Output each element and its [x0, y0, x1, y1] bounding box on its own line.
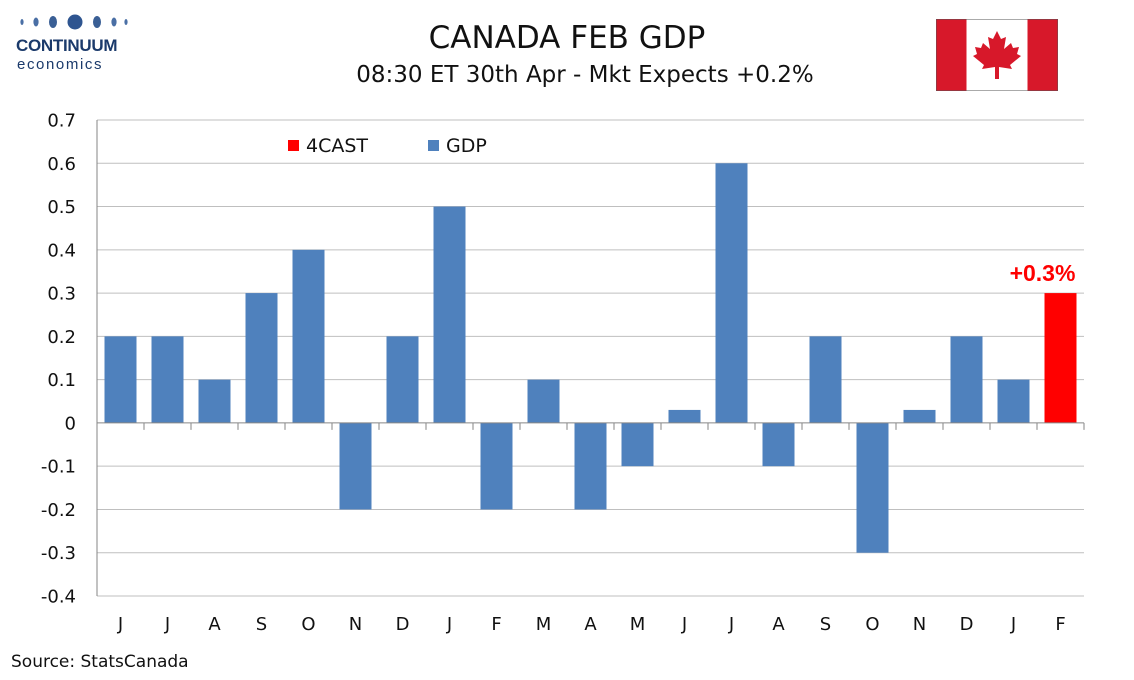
logo-dots-icon [20, 14, 128, 30]
gdp-bar [433, 206, 466, 423]
gdp-bar [903, 409, 936, 423]
x-tick-label: F [491, 614, 501, 635]
x-tick-label: A [208, 614, 221, 635]
x-tick-label: O [865, 614, 879, 635]
gdp-bar [762, 422, 795, 467]
annotations: +0.3% [1010, 260, 1076, 286]
x-tick-label: N [349, 614, 362, 635]
x-tick-label: N [913, 614, 926, 635]
x-tick-label: D [960, 614, 974, 635]
gdp-bar [527, 379, 560, 423]
gdp-bar [198, 379, 231, 423]
gridlines [97, 119, 1084, 597]
x-tick-label: J [117, 614, 123, 635]
y-tick-label: 0.5 [47, 197, 76, 218]
y-tick-label: 0.6 [47, 154, 76, 175]
bars [104, 163, 1077, 553]
gdp-bar [245, 293, 278, 423]
canada-flag-icon [936, 19, 1058, 91]
y-tick-label: 0.1 [47, 370, 76, 391]
y-tick-label: 0 [65, 413, 76, 434]
gdp-bar [621, 422, 654, 467]
gdp-bar [668, 409, 701, 423]
y-tick-label: 0.2 [47, 327, 76, 348]
gdp-bar [292, 249, 325, 423]
x-tick-label: S [256, 614, 267, 635]
x-tick-label: A [584, 614, 597, 635]
gdp-bar [480, 422, 513, 510]
y-tick-label: 0.7 [47, 111, 76, 132]
chart-title: CANADA FEB GDP [428, 20, 706, 56]
x-tick-label: A [772, 614, 785, 635]
logo-subtitle: economics [17, 56, 104, 73]
gdp-bar [715, 163, 748, 423]
continuum-logo: CONTINUUM economics [12, 14, 134, 74]
y-tick-label: -0.1 [41, 457, 76, 478]
y-tick-label: -0.4 [41, 587, 76, 608]
y-axis-ticks: 0.7 0.6 0.5 0.4 0.3 0.2 0.1 0 -0.1 -0.2 -0.3 -0.4 [41, 111, 76, 608]
gdp-bar [151, 336, 184, 423]
source-note: Source: StatsCanada [11, 652, 189, 672]
legend-label: GDP [446, 135, 487, 157]
gdp-bar [856, 422, 889, 553]
chart-subtitle: 08:30 ET 30th Apr - Mkt Expects +0.2% [356, 62, 814, 88]
gdp-bar [339, 422, 372, 510]
legend-swatch [288, 140, 299, 151]
x-tick-label: J [728, 614, 734, 635]
x-tick-label: J [681, 614, 687, 635]
x-tick-label: M [630, 614, 646, 635]
x-tick-label: O [301, 614, 315, 635]
x-tick-label: M [536, 614, 552, 635]
logo-name: CONTINUUM [16, 36, 118, 55]
forecast-bar [1044, 293, 1077, 423]
legend-label: 4CAST [306, 135, 368, 157]
gdp-bar [574, 422, 607, 510]
gdp-bar [997, 379, 1030, 423]
legend: 4CAST GDP [288, 135, 487, 157]
x-tick-label: J [1010, 614, 1016, 635]
axes [96, 120, 1085, 596]
y-tick-label: -0.3 [41, 543, 76, 564]
x-tick-label: J [446, 614, 452, 635]
y-tick-label: 0.3 [47, 284, 76, 305]
gdp-bar [386, 336, 419, 423]
x-tick-label: J [164, 614, 170, 635]
y-tick-label: 0.4 [47, 240, 76, 261]
gdp-bar [950, 336, 983, 423]
x-tick-label: S [820, 614, 831, 635]
gdp-bar [104, 336, 137, 423]
x-tick-label: F [1055, 614, 1065, 635]
data-label: +0.3% [1010, 260, 1076, 286]
legend-swatch [428, 140, 439, 151]
gdp-bar [809, 336, 842, 423]
x-tick-label: D [396, 614, 410, 635]
y-tick-label: -0.2 [41, 500, 76, 521]
